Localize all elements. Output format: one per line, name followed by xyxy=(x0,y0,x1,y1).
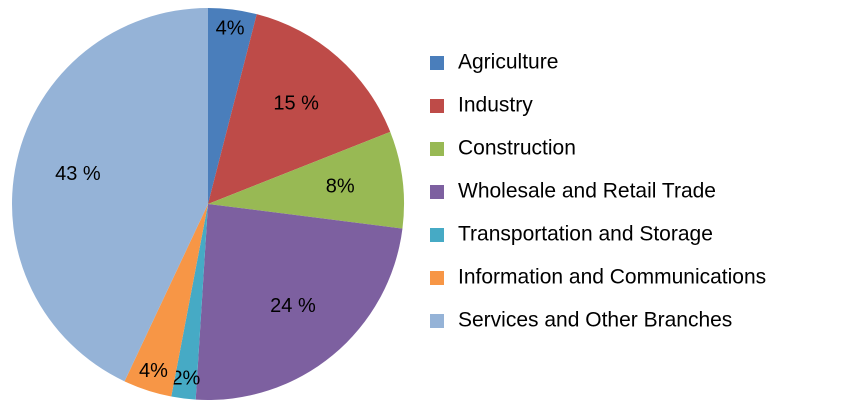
legend-label: Agriculture xyxy=(458,51,558,74)
legend-label: Wholesale and Retail Trade xyxy=(458,180,716,203)
pie-slice xyxy=(208,8,257,204)
legend-swatch xyxy=(430,228,444,242)
legend-swatch xyxy=(430,314,444,328)
legend-swatch xyxy=(430,56,444,70)
data-label: 8% xyxy=(326,176,355,198)
pie-slice xyxy=(208,14,391,205)
legend-swatch xyxy=(430,142,444,156)
data-label: 4% xyxy=(216,17,245,39)
pie-slice xyxy=(195,204,403,400)
legend-swatch xyxy=(430,271,444,285)
pie-slice xyxy=(11,8,209,382)
legend-swatch xyxy=(430,185,444,199)
data-label: 15 % xyxy=(273,92,319,114)
legend-label: Information and Communications xyxy=(458,266,766,289)
data-label: 2% xyxy=(171,367,200,389)
legend-label: Transportation and Storage xyxy=(458,223,713,246)
pie-slice xyxy=(208,131,404,229)
legend-label: Services and Other Branches xyxy=(458,309,732,332)
data-label: 4% xyxy=(139,360,168,382)
data-label: 24 % xyxy=(270,295,316,317)
legend-label: Industry xyxy=(458,94,533,117)
pie-slice xyxy=(124,204,208,397)
legend-label: Construction xyxy=(458,137,576,160)
pie-slice xyxy=(171,204,208,400)
legend-swatch xyxy=(430,99,444,113)
data-label: 43 % xyxy=(55,163,101,185)
